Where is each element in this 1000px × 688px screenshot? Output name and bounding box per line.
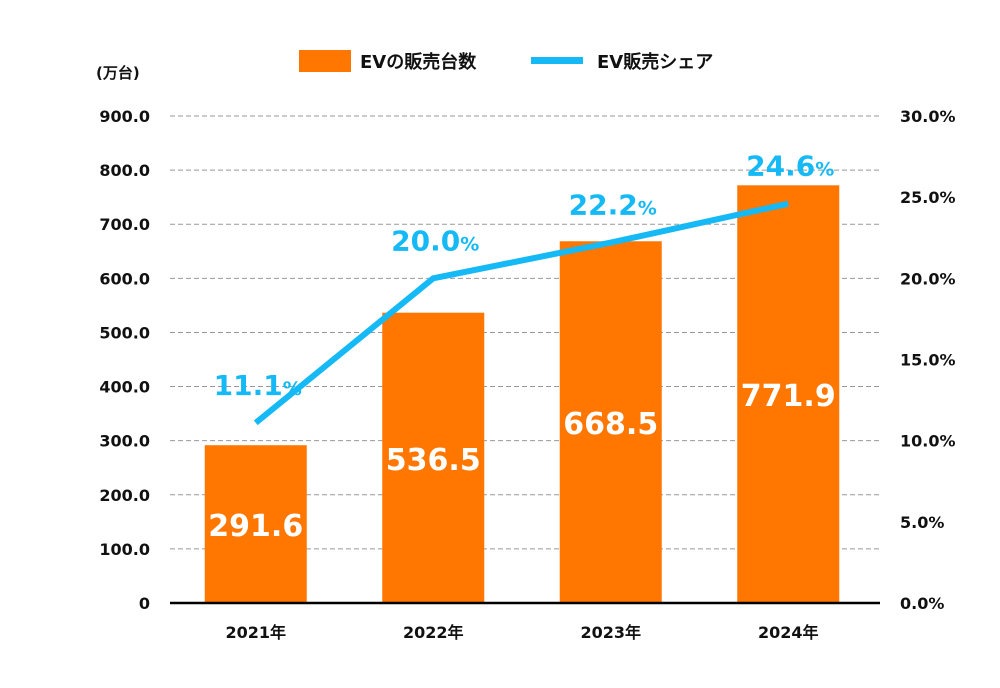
- legend-label-bar: EVの販売台数: [360, 51, 477, 73]
- right-tick-label: 20.0%: [900, 269, 956, 288]
- bar: [382, 312, 485, 603]
- left-tick-label: 200.0: [99, 486, 150, 505]
- left-tick-label: 400.0: [99, 378, 150, 397]
- left-axis-unit: (万台): [96, 64, 140, 82]
- bar: [559, 241, 662, 604]
- left-tick-label: 300.0: [99, 432, 150, 451]
- left-tick-label: 100.0: [99, 540, 150, 559]
- right-tick-label: 5.0%: [900, 513, 944, 532]
- x-tick-label: 2023年: [580, 623, 641, 642]
- right-tick-label: 25.0%: [900, 188, 956, 207]
- bar-data-label: 771.9: [741, 379, 836, 414]
- bar: [737, 185, 840, 603]
- legend-swatch-bar: [299, 50, 351, 72]
- left-tick-label: 600.0: [99, 269, 150, 288]
- legend-swatch-line: [531, 57, 583, 64]
- left-tick-label: 700.0: [99, 215, 150, 234]
- bar-data-label: 291.6: [208, 509, 303, 544]
- x-tick-label: 2022年: [403, 623, 464, 642]
- left-tick-label: 800.0: [99, 161, 150, 180]
- x-tick-label: 2024年: [758, 623, 819, 642]
- legend: EVの販売台数 EV販売シェア: [299, 50, 713, 73]
- right-tick-label: 0.0%: [900, 594, 944, 613]
- legend-label-line: EV販売シェア: [597, 51, 713, 73]
- bar-data-label: 536.5: [386, 443, 481, 478]
- x-tick-label: 2021年: [225, 623, 286, 642]
- share-line: [253, 200, 789, 426]
- left-tick-label: 0: [139, 594, 150, 613]
- line-data-label: 24.6%: [746, 150, 834, 183]
- bar: [204, 445, 307, 603]
- bar-data-label: 668.5: [563, 407, 658, 442]
- left-tick-label: 500.0: [99, 323, 150, 342]
- line-data-label: 20.0%: [391, 224, 479, 257]
- right-tick-label: 10.0%: [900, 432, 956, 451]
- line-data-label: 11.1%: [214, 369, 302, 402]
- line-data-label: 22.2%: [569, 189, 657, 222]
- right-tick-label: 15.0%: [900, 351, 956, 370]
- left-tick-label: 900.0: [99, 107, 150, 126]
- right-tick-label: 30.0%: [900, 107, 956, 126]
